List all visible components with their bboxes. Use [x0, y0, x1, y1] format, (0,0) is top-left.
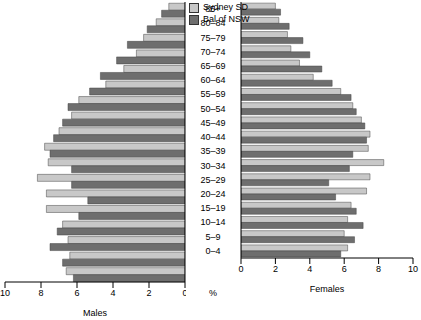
svg-text:2: 2	[146, 288, 151, 298]
svg-text:5–9: 5–9	[205, 232, 220, 242]
svg-text:10: 10	[8, 288, 10, 298]
svg-text:6: 6	[342, 264, 347, 274]
svg-text:30–34: 30–34	[200, 161, 225, 171]
svg-text:4: 4	[307, 264, 312, 274]
svg-text:20–24: 20–24	[200, 189, 225, 199]
svg-text:50–54: 50–54	[200, 104, 225, 114]
svg-text:4: 4	[110, 288, 115, 298]
svg-text:8: 8	[376, 264, 381, 274]
svg-text:80–84: 80–84	[200, 18, 225, 28]
svg-text:0: 0	[182, 288, 186, 298]
svg-text:0–4: 0–4	[205, 246, 220, 256]
svg-text:85+: 85+	[205, 4, 220, 14]
svg-text:10: 10	[408, 264, 413, 274]
svg-text:6: 6	[74, 288, 79, 298]
svg-text:70–74: 70–74	[200, 47, 225, 57]
svg-text:15–19: 15–19	[200, 203, 225, 213]
svg-text:35–39: 35–39	[200, 146, 225, 156]
svg-text:10–14: 10–14	[200, 217, 225, 227]
svg-text:55–59: 55–59	[200, 89, 225, 99]
svg-text:60–64: 60–64	[200, 75, 225, 85]
svg-text:Males: Males	[83, 308, 108, 318]
svg-text:Females: Females	[310, 284, 345, 294]
svg-text:25–29: 25–29	[200, 175, 225, 185]
svg-text:8: 8	[38, 288, 43, 298]
svg-text:2: 2	[273, 264, 278, 274]
svg-text:45–49: 45–49	[200, 118, 225, 128]
svg-text:65–69: 65–69	[200, 61, 225, 71]
svg-text:0: 0	[238, 264, 243, 274]
svg-text:75–79: 75–79	[200, 33, 225, 43]
svg-text:40–44: 40–44	[200, 132, 225, 142]
